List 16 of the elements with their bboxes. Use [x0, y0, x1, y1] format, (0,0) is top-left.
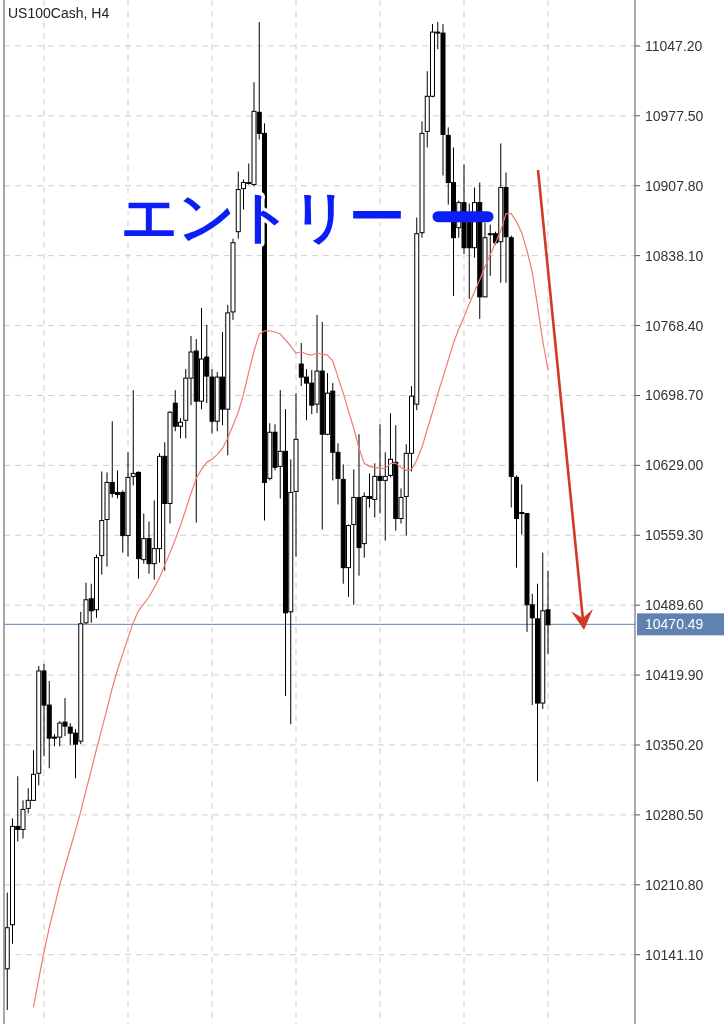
- y-tick-label: 10489.60: [645, 597, 704, 614]
- ref-line-label: 10470.49: [645, 616, 704, 633]
- y-tick-label: 10768.40: [645, 317, 704, 334]
- y-tick-label: 10907.80: [645, 177, 704, 194]
- y-tick-label: 10280.50: [645, 806, 704, 823]
- y-tick-label: 10141.10: [645, 946, 704, 963]
- y-tick-label: 10419.90: [645, 667, 704, 684]
- y-tick-label: 11047.20: [645, 37, 703, 54]
- chart-title: US100Cash, H4: [8, 5, 110, 21]
- y-tick-label: 10350.20: [645, 736, 704, 753]
- y-tick-label: 10977.50: [645, 107, 704, 124]
- y-tick-label: 10698.70: [645, 387, 704, 404]
- y-tick-label: 10838.10: [645, 247, 704, 264]
- y-tick-label: 10559.30: [645, 527, 704, 544]
- y-tick-label: 10210.80: [645, 876, 704, 893]
- y-tick-label: 10629.00: [645, 457, 704, 474]
